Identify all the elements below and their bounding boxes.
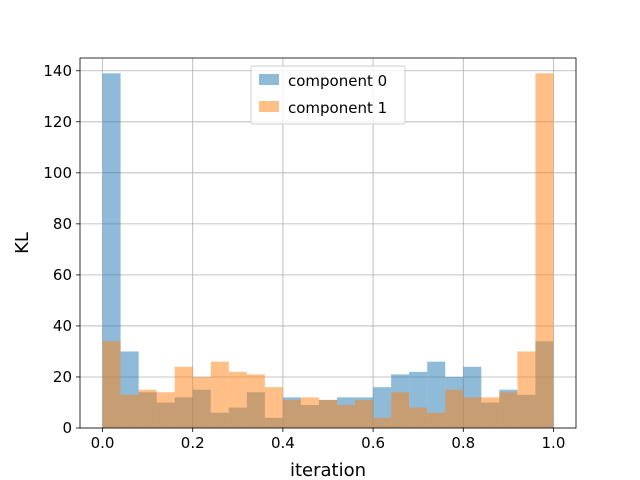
y-tick-label: 100	[43, 164, 72, 182]
bar-component-0	[427, 361, 446, 428]
bar-component-1	[282, 399, 301, 428]
bar-component-1	[102, 341, 121, 428]
bar-component-1	[228, 371, 247, 428]
bar-component-1	[355, 399, 374, 428]
x-tick-label: 0.8	[451, 434, 475, 452]
bar-component-1	[463, 397, 482, 428]
bar-component-1	[192, 376, 211, 428]
x-axis-ticks: 0.0 0.2 0.4 0.6 0.8 1.0	[91, 428, 566, 452]
bar-component-1	[120, 394, 139, 428]
bar-component-1	[210, 361, 229, 428]
y-axis-label: KL	[12, 232, 33, 254]
legend-label-component-1: component 1	[288, 99, 387, 117]
y-tick-label: 20	[53, 368, 72, 386]
y-tick-label: 80	[53, 215, 72, 233]
bar-component-1	[337, 405, 356, 428]
bar-component-1	[246, 374, 265, 428]
series-component-1-bars	[102, 73, 554, 428]
y-tick-label: 40	[53, 317, 72, 335]
x-tick-label: 0.6	[361, 434, 385, 452]
bar-component-1	[138, 389, 157, 428]
x-axis-label: iteration	[290, 460, 366, 480]
legend-swatch-component-0	[259, 74, 279, 85]
legend-swatch-component-1	[259, 101, 279, 112]
bar-component-1	[409, 407, 428, 428]
bar-component-1	[174, 366, 193, 428]
x-tick-label: 0.4	[271, 434, 295, 452]
bar-component-1	[427, 412, 446, 428]
bar-component-1	[517, 351, 536, 428]
x-tick-label: 0.2	[181, 434, 205, 452]
bar-component-1	[391, 392, 410, 428]
bar-component-1	[535, 73, 554, 428]
bar-component-1	[318, 399, 338, 428]
y-tick-label: 0	[62, 419, 72, 437]
plot-frame	[79, 57, 577, 429]
y-tick-label: 120	[43, 113, 72, 131]
series-component-0-bars	[102, 73, 554, 428]
legend-box	[250, 65, 406, 125]
x-tick-label: 1.0	[542, 434, 566, 452]
bar-component-1	[373, 417, 392, 428]
legend: component 0 component 1	[250, 65, 406, 125]
bar-component-1	[481, 397, 500, 428]
bar-component-1	[156, 392, 175, 428]
y-tick-label: 140	[43, 62, 72, 80]
bar-component-0	[102, 73, 121, 428]
y-tick-label: 60	[53, 266, 72, 284]
bar-component-1	[445, 389, 464, 428]
y-axis-ticks: 0 20 40 60 80 100 120 140	[43, 62, 80, 437]
bar-component-1	[499, 392, 518, 428]
bar-component-1	[300, 397, 319, 428]
legend-label-component-0: component 0	[288, 72, 387, 90]
bar-component-1	[264, 387, 283, 428]
x-tick-label: 0.0	[91, 434, 115, 452]
